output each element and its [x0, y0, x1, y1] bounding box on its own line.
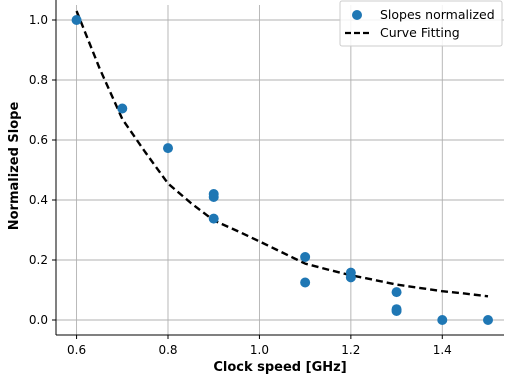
tick-labels: 0.6 0.8 1.0 1.2 1.4 0.0 0.2 0.4 0.6 0.8 1.0	[29, 13, 452, 357]
scatter-point	[437, 315, 448, 325]
x-tick-label: 1.4	[433, 343, 452, 357]
y-axis-label: Normalized Slope	[7, 102, 22, 231]
legend-label-curve: Curve Fitting	[380, 25, 460, 40]
scatter-point	[208, 192, 219, 202]
legend-marker-slopes	[352, 10, 362, 20]
scatter-point	[300, 277, 311, 288]
scatter-point	[391, 306, 402, 316]
x-axis-label: Clock speed [GHz]	[213, 360, 346, 375]
scatter-point	[117, 103, 128, 114]
x-tick-label: 1.2	[341, 343, 360, 357]
scatter-point	[71, 15, 82, 25]
axes	[55, 0, 504, 336]
y-tick-label: 0.2	[29, 253, 48, 267]
y-tick-label: 0.6	[29, 133, 48, 147]
x-tick-label: 1.0	[250, 343, 269, 357]
data-points	[71, 15, 493, 325]
grid-lines	[56, 5, 504, 335]
curve-fitting-path	[75, 10, 489, 298]
y-tick-label: 0.4	[29, 193, 48, 207]
legend-box	[339, 0, 503, 47]
scatter-point	[300, 252, 311, 262]
scatter-point	[208, 213, 219, 224]
legend: Slopes normalized Curve Fitting	[339, 0, 503, 47]
scatter-point	[163, 143, 173, 154]
scatter-point	[345, 272, 356, 283]
scatter-point	[483, 315, 493, 325]
scatter-point	[391, 287, 402, 298]
legend-label-slopes: Slopes normalized	[380, 7, 495, 22]
y-tick-label: 0.8	[29, 73, 48, 87]
y-tick-label: 1.0	[29, 13, 48, 27]
y-tick-label: 0.0	[29, 313, 48, 327]
curve-fitting-line	[75, 10, 489, 298]
x-tick-label: 0.6	[67, 343, 86, 357]
x-tick-label: 0.8	[158, 343, 177, 357]
